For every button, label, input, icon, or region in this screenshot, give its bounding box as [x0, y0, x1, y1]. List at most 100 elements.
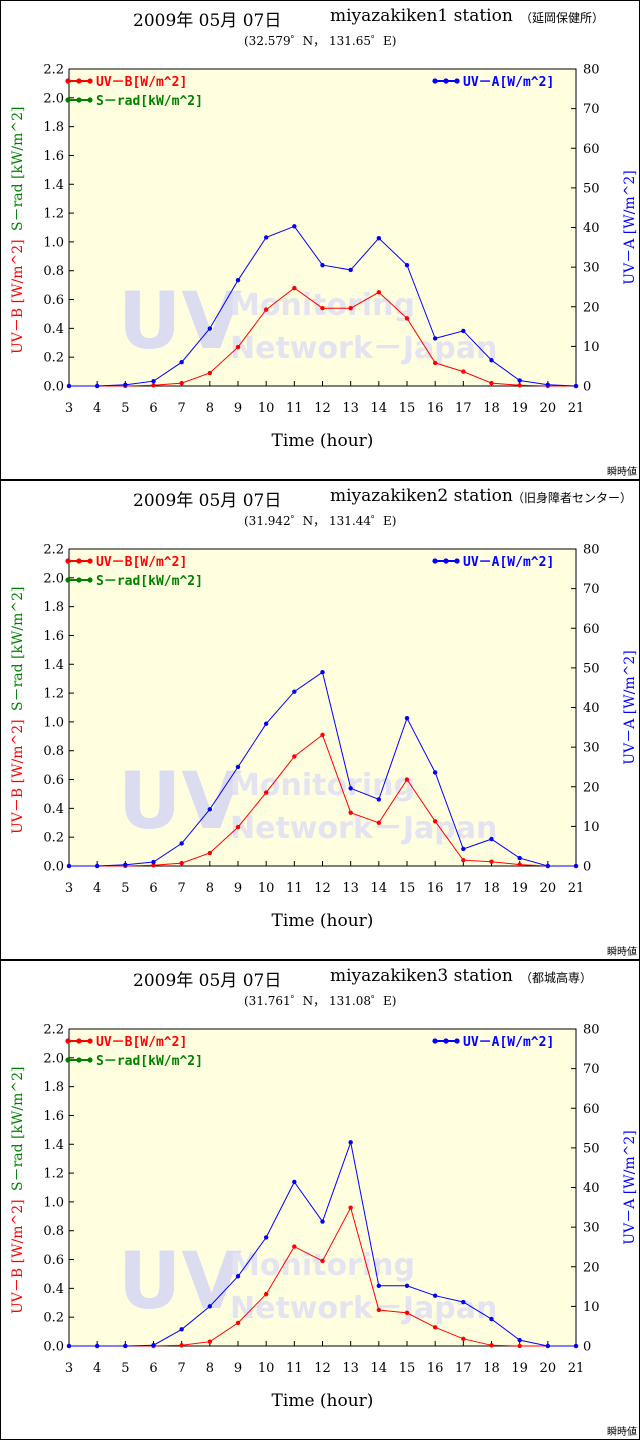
uvb-point [489, 380, 494, 386]
uvb-point [292, 1244, 297, 1249]
uva-point [66, 1343, 72, 1349]
legend: UV－B[W/m^2] S－rad[kW/m^2] UV－A[W/m^2] [65, 555, 554, 589]
uva-point [517, 1337, 522, 1343]
x-tick-label: 17 [455, 401, 472, 416]
uva-point [292, 689, 297, 694]
right-tick-label: 10 [583, 820, 600, 835]
uvb-point [151, 383, 156, 388]
uva-point [320, 262, 325, 268]
x-tick-label: 6 [149, 401, 157, 416]
left-tick-label: 1.2 [43, 207, 64, 222]
legend-uva-marker [443, 78, 449, 84]
right-tick-label: 70 [583, 1062, 600, 1077]
uva-point [123, 1343, 128, 1349]
legend: UV－B[W/m^2] S－rad[kW/m^2] UV－A[W/m^2] [65, 1035, 554, 1069]
uvb-point [263, 790, 269, 795]
x-tick-label: 19 [511, 401, 528, 416]
y-axis-title-srad: S－rad [kW/m^2] [10, 1067, 26, 1191]
x-tick-label: 10 [258, 881, 275, 896]
right-tick-label: 10 [583, 1300, 600, 1315]
legend-uva-marker [454, 558, 460, 564]
legend-srad-marker [87, 1057, 93, 1063]
left-tick-label: 1.6 [43, 1109, 64, 1124]
left-tick-label: 0.8 [43, 264, 64, 279]
uva-point [376, 797, 382, 802]
instantaneous-value-label: 瞬時値 [607, 1427, 637, 1438]
legend-uva-marker [454, 78, 460, 84]
right-tick-label: 0 [583, 380, 591, 395]
left-tick-label: 2.0 [43, 1051, 64, 1066]
uvb-point [235, 344, 241, 350]
title-place: （旧身障者センター） [512, 491, 633, 505]
x-tick-label: 12 [314, 1361, 331, 1376]
uvb-point [348, 1205, 353, 1210]
left-tick-label: 0.2 [43, 831, 64, 846]
y-axis-title-uvb: UV－B [W/m^2] [10, 719, 26, 834]
uva-point [461, 1299, 466, 1305]
legend-srad-label: S－rad[kW/m^2] [96, 1054, 203, 1069]
left-tick-label: 1.0 [43, 1195, 64, 1210]
x-tick-label: 11 [286, 1361, 303, 1376]
x-axis-title: Time (hour) [272, 911, 374, 931]
uvb-point [292, 754, 297, 759]
uva-point [123, 382, 128, 388]
legend-uvb-label: UV－B[W/m^2] [96, 555, 187, 570]
x-tick-label: 13 [342, 401, 359, 416]
left-tick-label: 1.6 [43, 149, 64, 164]
right-tick-label: 30 [583, 741, 600, 756]
left-tick-label: 1.8 [43, 120, 64, 135]
uvb-point [263, 1291, 269, 1297]
left-tick-label: 1.8 [43, 1080, 64, 1095]
right-tick-label: 30 [583, 261, 600, 276]
x-tick-label: 9 [234, 1361, 242, 1376]
uvb-point [517, 1343, 522, 1349]
y-axis-title-uva: UV－A [W/m^2] [622, 170, 638, 284]
legend-uvb-marker [87, 558, 93, 564]
uva-point [573, 863, 579, 869]
title-station: miyazakiken2 station [330, 486, 513, 506]
x-tick-label: 6 [149, 881, 157, 896]
right-tick-label: 20 [583, 300, 600, 315]
title-date: 2009年 05月 07日 [133, 971, 282, 991]
uva-point [292, 1179, 297, 1185]
x-tick-label: 3 [65, 401, 73, 416]
uva-point [320, 1219, 325, 1224]
uvb-point [320, 305, 325, 311]
left-tick-label: 1.0 [43, 715, 64, 730]
left-tick-label: 0.4 [43, 802, 64, 817]
legend-srad-marker [87, 577, 93, 583]
uva-point [179, 360, 184, 365]
uva-point [489, 358, 494, 363]
legend-srad-marker [76, 97, 82, 103]
uva-point [545, 1343, 551, 1349]
legend-srad-marker [76, 577, 82, 583]
x-tick-label: 5 [121, 401, 129, 416]
uva-point [235, 278, 241, 283]
right-tick-label: 20 [583, 1260, 600, 1275]
right-tick-label: 0 [583, 1340, 591, 1355]
x-tick-label: 18 [483, 1361, 500, 1376]
left-tick-label: 0.4 [43, 1282, 64, 1297]
uvb-point [292, 285, 297, 291]
x-tick-label: 20 [540, 1361, 557, 1376]
title-date: 2009年 05月 07日 [133, 11, 282, 31]
x-tick-label: 20 [540, 401, 557, 416]
legend-uva-marker [443, 558, 449, 564]
left-tick-label: 0.0 [43, 860, 64, 875]
legend-srad-label: S－rad[kW/m^2] [96, 94, 203, 109]
uva-point [348, 267, 353, 273]
legend-uvb-marker [76, 558, 82, 564]
legend-uvb-marker [76, 1038, 82, 1044]
uvb-point [348, 305, 353, 311]
uva-point [263, 1235, 269, 1240]
uvb-point [179, 1343, 184, 1348]
right-tick-label: 60 [583, 622, 600, 637]
left-tick-label: 0.4 [43, 322, 64, 337]
x-tick-label: 4 [93, 1361, 101, 1376]
left-tick-label: 1.4 [43, 1138, 64, 1153]
legend: UV－B[W/m^2] S－rad[kW/m^2] UV－A[W/m^2] [65, 75, 554, 109]
uva-point [404, 1283, 410, 1288]
x-tick-label: 20 [540, 881, 557, 896]
